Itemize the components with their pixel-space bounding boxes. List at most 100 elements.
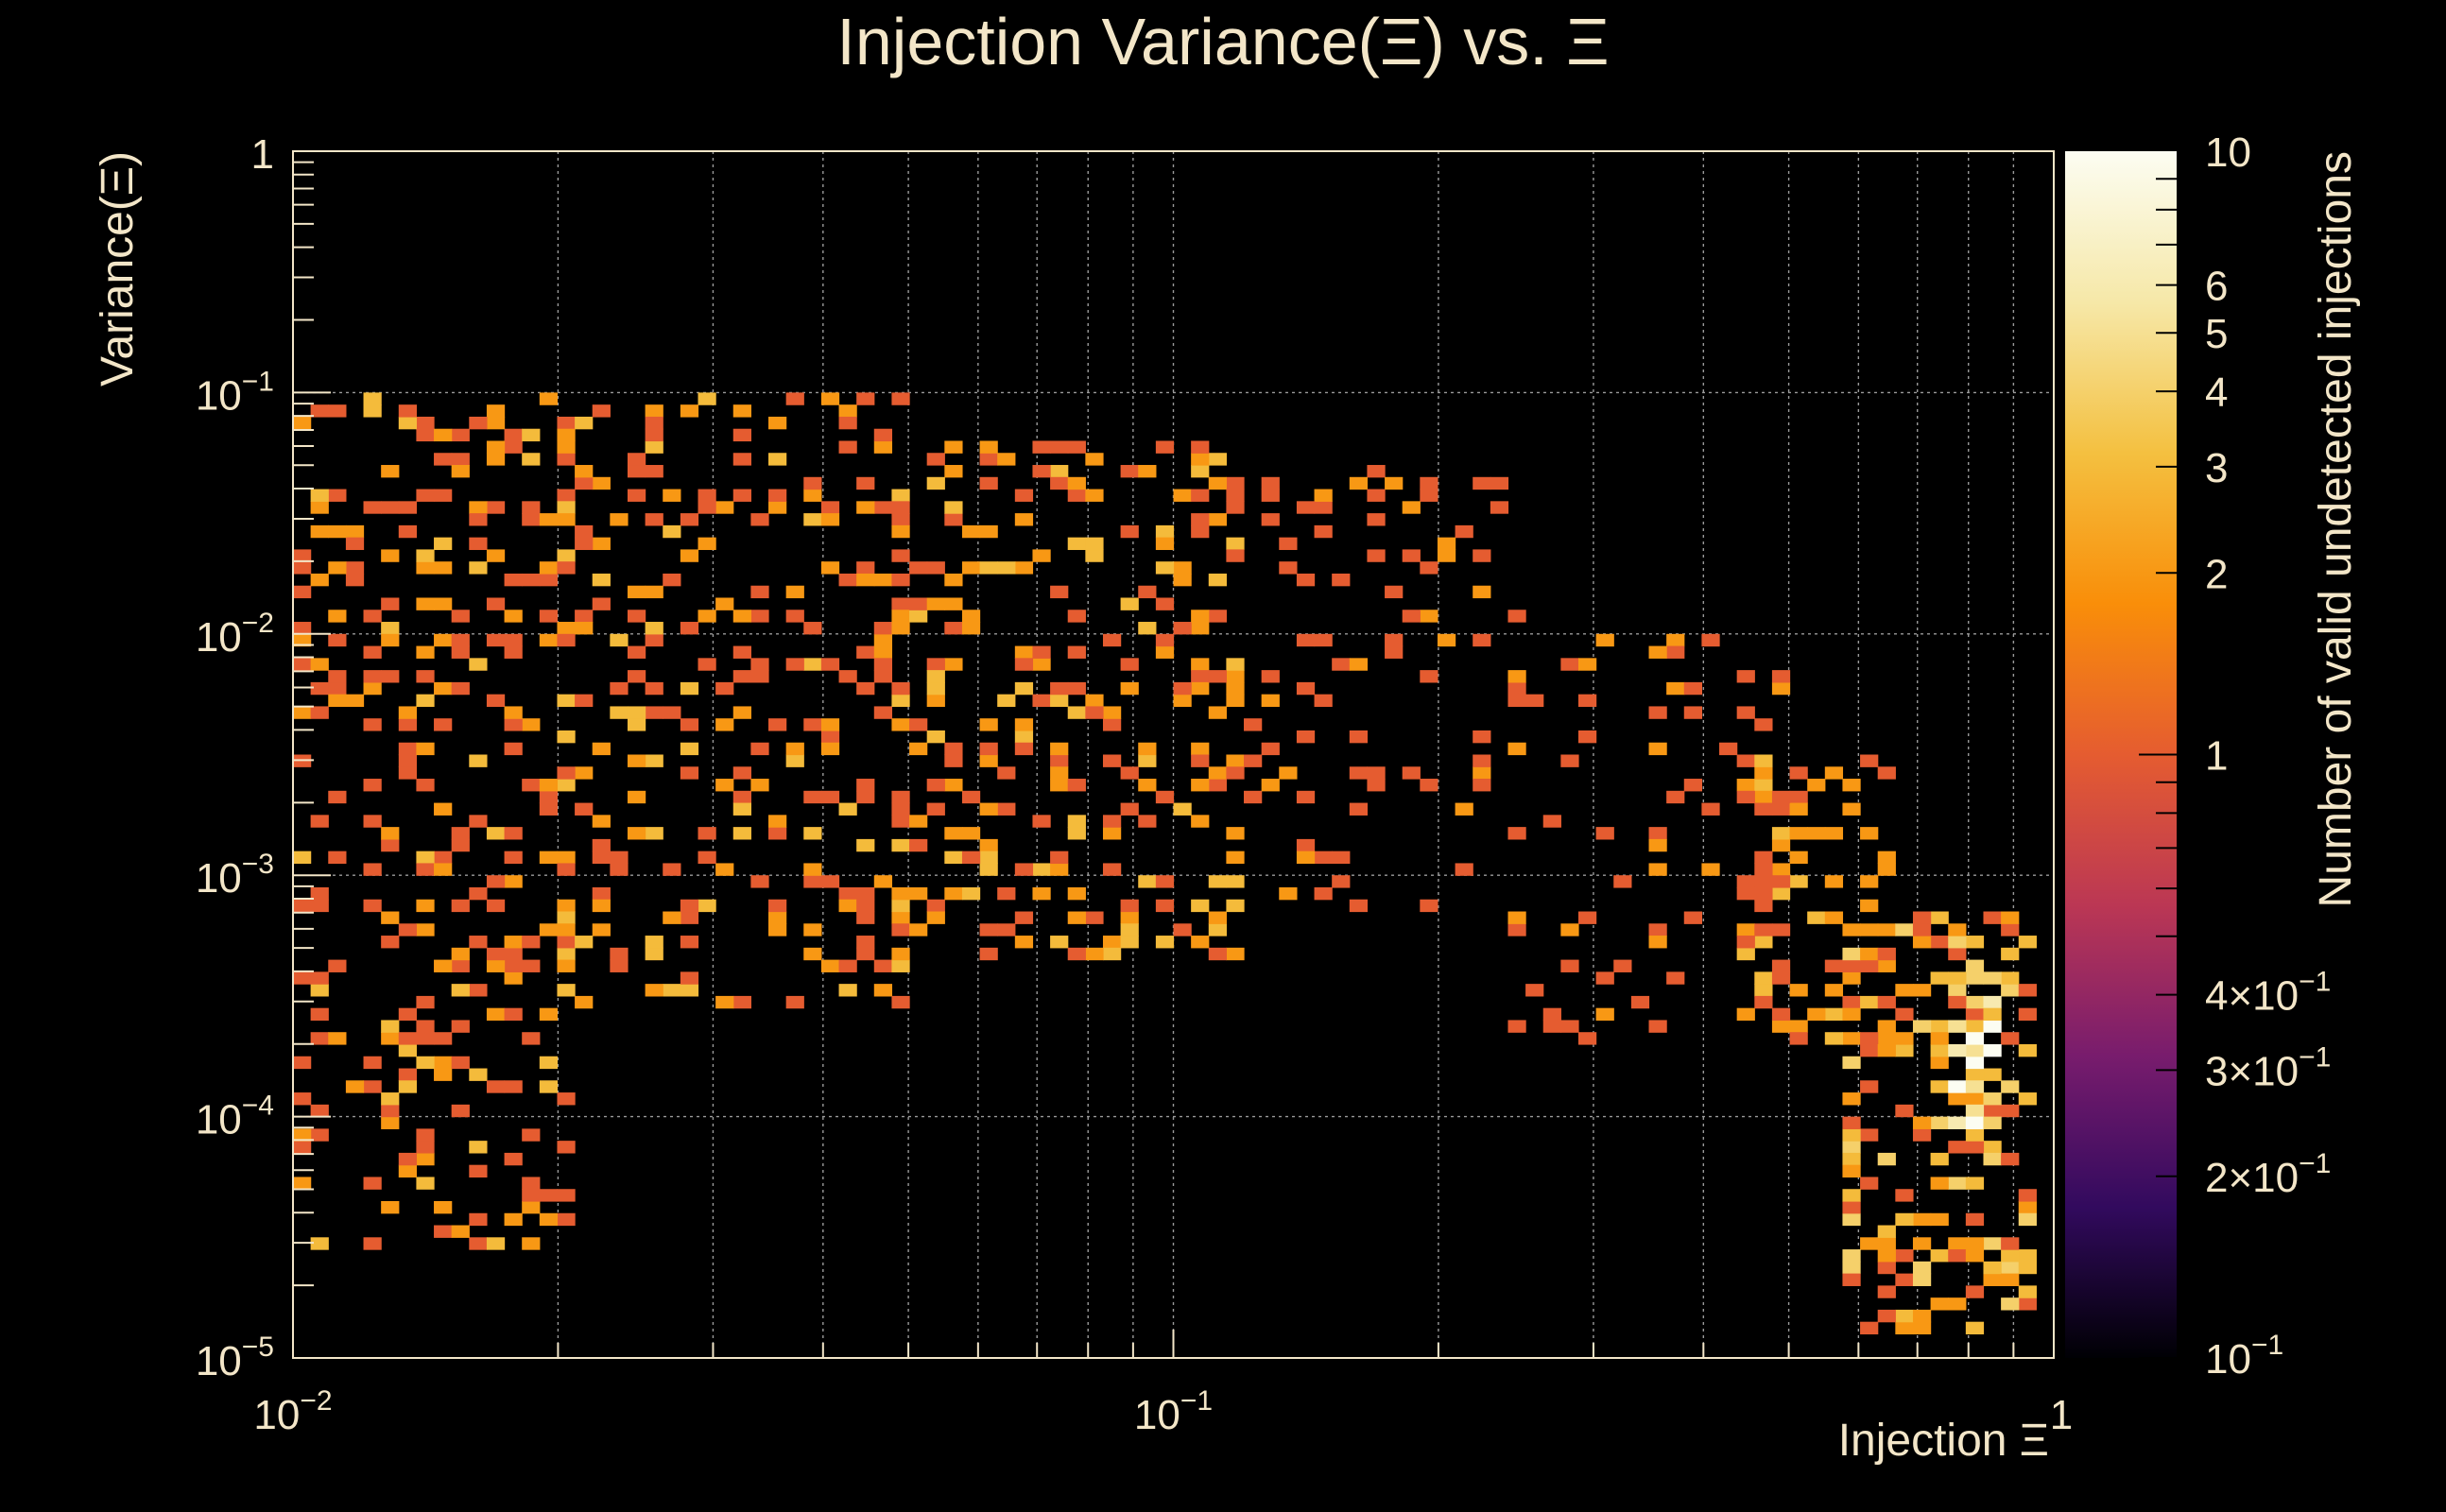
heatmap-cell: [1332, 875, 1351, 888]
heatmap-cell: [645, 984, 663, 997]
heatmap-cell: [1014, 730, 1034, 744]
y-tick-label: 10−1: [196, 366, 274, 419]
heatmap-cell: [363, 779, 382, 792]
heatmap-cell: [1525, 984, 1544, 997]
heatmap-cell: [1771, 838, 1791, 852]
heatmap-cell: [1877, 766, 1896, 780]
heatmap-cell: [891, 524, 910, 539]
heatmap-cell: [486, 501, 506, 514]
heatmap-cell: [680, 984, 699, 997]
heatmap-cell: [1085, 694, 1104, 708]
heatmap-cell: [451, 681, 470, 696]
heatmap-cell: [785, 610, 804, 623]
heatmap-cell: [1860, 1043, 1879, 1057]
heatmap-cell: [381, 597, 400, 610]
heatmap-cell: [1102, 633, 1122, 647]
heatmap-cell: [1279, 537, 1298, 551]
heatmap-cell: [1842, 1249, 1861, 1263]
heatmap-cell: [1173, 573, 1192, 587]
heatmap-cell: [627, 453, 646, 466]
heatmap-cell: [1842, 1092, 1861, 1106]
heatmap-cell: [434, 959, 453, 972]
heatmap-cell: [1032, 465, 1051, 478]
heatmap-cell: [2018, 1261, 2037, 1275]
heatmap-cell: [1983, 1237, 2002, 1250]
heatmap-cell: [820, 730, 840, 744]
heatmap-cell: [1754, 899, 1773, 913]
colorbar-tick-label: 5: [2205, 311, 2228, 357]
heatmap-cell: [1226, 875, 1245, 888]
heatmap-cell: [1050, 850, 1069, 865]
heatmap-cell: [1296, 838, 1316, 852]
heatmap-cell: [1226, 501, 1245, 514]
heatmap-cell: [1155, 790, 1175, 804]
heatmap-cell: [891, 718, 910, 731]
heatmap-cell: [293, 622, 312, 635]
heatmap-cell: [1296, 850, 1316, 865]
heatmap-cell: [310, 971, 329, 985]
colorbar-ticks: [2139, 178, 2177, 1359]
heatmap-cell: [891, 911, 910, 924]
heatmap-cell: [293, 1128, 312, 1142]
heatmap-cell: [1842, 995, 1861, 1009]
heatmap-cell: [627, 585, 646, 599]
heatmap-cell: [1032, 886, 1051, 901]
heatmap-cell: [1102, 827, 1122, 840]
heatmap-cell: [680, 549, 699, 562]
heatmap-cell: [961, 610, 981, 623]
heatmap-cell: [610, 513, 629, 526]
heatmap-cell: [1983, 1273, 2002, 1286]
heatmap-cell: [1261, 694, 1280, 708]
heatmap-cell: [803, 718, 822, 731]
heatmap-cell: [575, 537, 594, 551]
heatmap-cell: [1367, 549, 1386, 562]
heatmap-cell: [1789, 766, 1808, 780]
heatmap-cell: [926, 681, 945, 696]
heatmap-cell: [416, 923, 435, 936]
heatmap-cell: [645, 404, 663, 418]
heatmap-cell: [891, 802, 910, 816]
heatmap-cell: [1014, 936, 1034, 949]
heatmap-cell: [1191, 610, 1210, 623]
heatmap-cell: [1473, 585, 1491, 599]
heatmap-cell: [856, 838, 875, 852]
heatmap-cell: [926, 899, 945, 913]
heatmap-cell: [504, 947, 523, 961]
heatmap-cell: [1807, 827, 1826, 840]
heatmap-cell: [469, 513, 488, 526]
heatmap-cell: [381, 670, 400, 683]
heatmap-cell: [1842, 779, 1861, 792]
heatmap-cell: [1191, 899, 1210, 913]
heatmap-cell: [926, 670, 945, 683]
heatmap-cell: [1754, 779, 1773, 792]
heatmap-cell: [575, 694, 594, 708]
heatmap-cell: [310, 404, 329, 418]
heatmap-cell: [1191, 622, 1210, 635]
heatmap-cell: [1930, 1032, 1949, 1045]
heatmap-cell: [944, 658, 963, 671]
heatmap-cell: [820, 513, 840, 526]
heatmap-cell: [1930, 1297, 1949, 1311]
heatmap-cell: [1895, 1104, 1914, 1118]
heatmap-cell: [1789, 802, 1808, 816]
heatmap-cell: [1771, 827, 1791, 840]
heatmap-cell: [2001, 1104, 2020, 1118]
heatmap-cell: [891, 597, 910, 610]
heatmap-cell: [522, 718, 541, 731]
heatmap-cell: [1032, 863, 1051, 876]
heatmap-cell: [1314, 501, 1333, 514]
heatmap-cell: [469, 984, 488, 997]
heatmap-cell: [1067, 440, 1086, 454]
heatmap-cell: [610, 863, 629, 876]
heatmap-cell: [1683, 706, 1702, 719]
heatmap-cell: [1842, 923, 1861, 936]
heatmap-cell: [909, 561, 928, 575]
heatmap-cell: [820, 561, 840, 575]
heatmap-cell: [1208, 513, 1227, 526]
heatmap-cell: [1912, 1237, 1932, 1250]
heatmap-cell: [1965, 995, 1985, 1009]
heatmap-cell: [469, 561, 488, 575]
heatmap-cell: [1877, 1285, 1896, 1298]
heatmap-cell: [451, 984, 470, 997]
heatmap-cell: [1912, 923, 1932, 936]
